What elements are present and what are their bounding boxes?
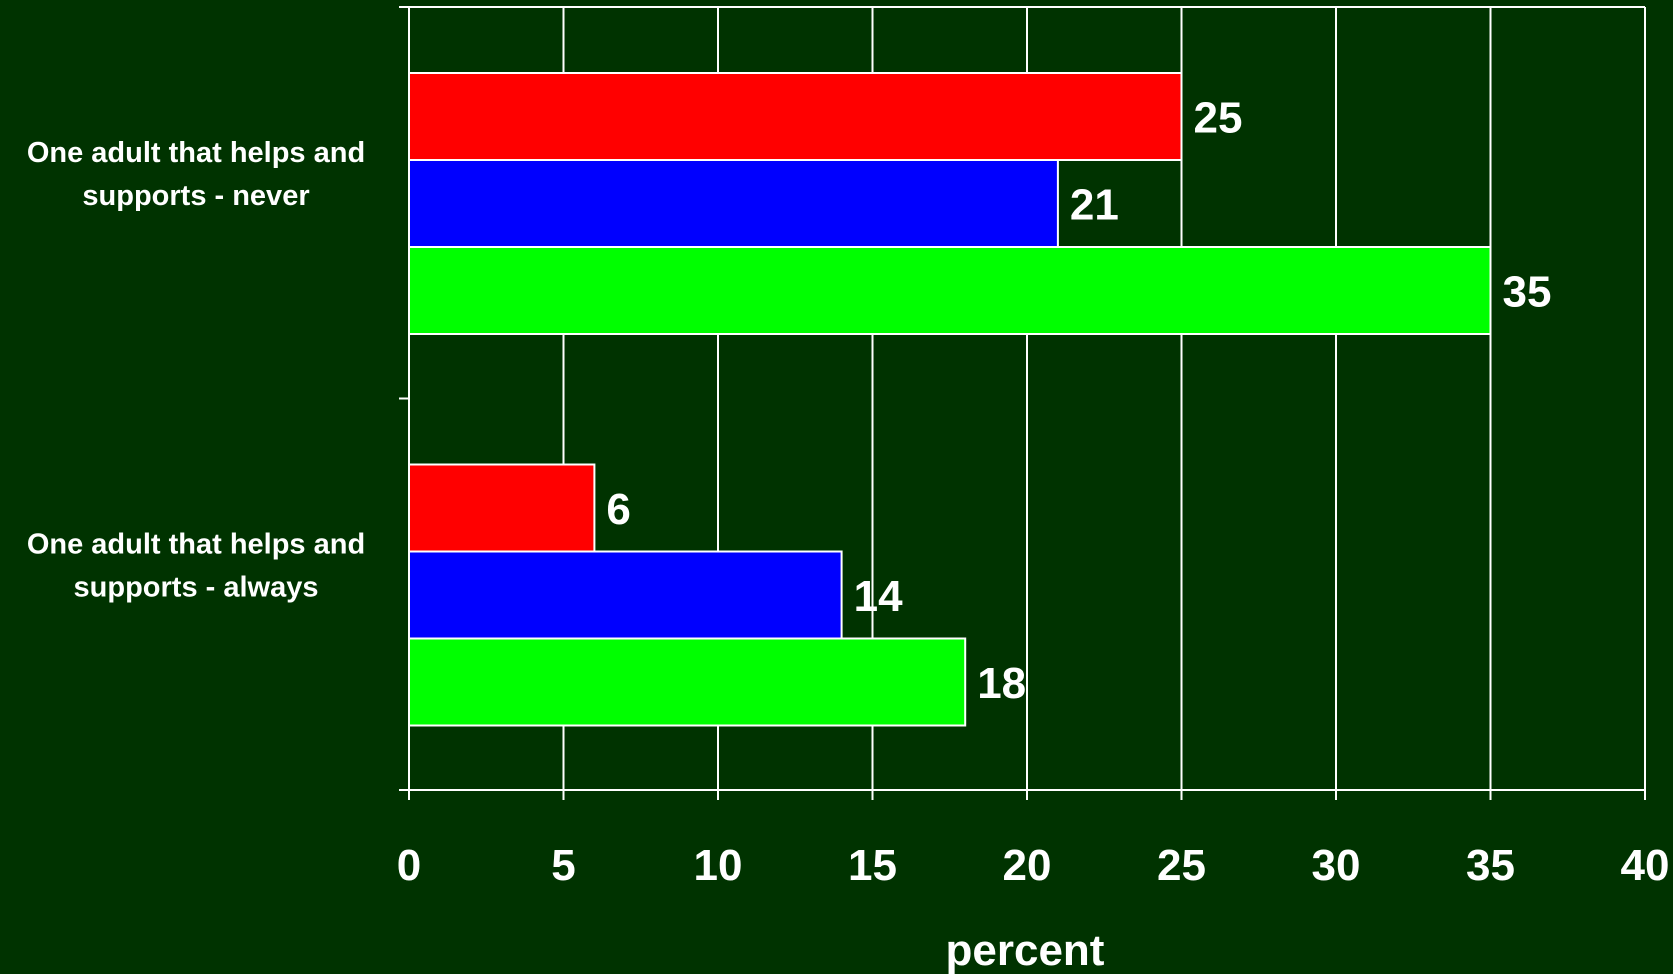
x-tick-label-4: 20 (1003, 841, 1052, 890)
data-label-1-1: 14 (854, 572, 903, 621)
x-tick-label-6: 30 (1312, 841, 1361, 890)
x-tick-label-7: 35 (1466, 841, 1515, 890)
category-label-line-1-1: supports - always (74, 572, 319, 604)
x-tick-label-1: 5 (551, 841, 575, 890)
data-label-0-0: 25 (1194, 94, 1243, 143)
x-tick-label-8: 40 (1621, 841, 1670, 890)
x-tick-label-0: 0 (397, 841, 421, 890)
data-label-1-2: 18 (977, 659, 1026, 708)
x-axis-title: percent (946, 926, 1105, 974)
data-label-1-0: 6 (606, 485, 630, 534)
x-tick-label-3: 15 (848, 841, 897, 890)
x-tick-label-5: 25 (1157, 841, 1206, 890)
x-tick-label-2: 10 (694, 841, 743, 890)
category-label-1: One adult that helps and supports - alway… (27, 529, 365, 604)
bar-0-2 (408, 246, 1492, 335)
category-label-line-0-0: One adult that helps and (27, 137, 365, 169)
bar-0-0 (408, 72, 1183, 161)
bar-0-1 (408, 159, 1059, 248)
data-label-0-2: 35 (1503, 268, 1552, 317)
category-label-line-1-0: One adult that helps and (27, 529, 365, 561)
bar-1-2 (408, 637, 967, 727)
category-label-line-0-1: supports - never (82, 180, 309, 212)
category-label-0: One adult that helps and supports - never (27, 137, 365, 212)
data-label-0-1: 21 (1070, 181, 1119, 230)
bar-1-0 (408, 463, 596, 553)
bar-1-1 (408, 550, 843, 640)
